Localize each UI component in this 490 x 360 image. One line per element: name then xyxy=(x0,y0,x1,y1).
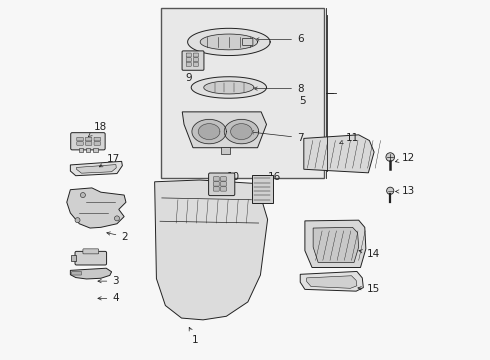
Text: 5: 5 xyxy=(299,96,305,106)
FancyBboxPatch shape xyxy=(220,177,226,181)
Polygon shape xyxy=(182,112,267,148)
Text: 4: 4 xyxy=(98,293,119,303)
FancyBboxPatch shape xyxy=(77,137,83,141)
Circle shape xyxy=(386,153,394,161)
Polygon shape xyxy=(307,276,357,288)
Text: 3: 3 xyxy=(98,276,119,286)
Polygon shape xyxy=(76,165,116,173)
FancyBboxPatch shape xyxy=(186,53,191,57)
FancyBboxPatch shape xyxy=(72,271,81,275)
FancyBboxPatch shape xyxy=(85,137,92,141)
Text: 2: 2 xyxy=(107,232,128,242)
Circle shape xyxy=(387,187,394,194)
FancyBboxPatch shape xyxy=(94,141,100,145)
FancyBboxPatch shape xyxy=(182,51,204,70)
Polygon shape xyxy=(155,180,268,320)
Polygon shape xyxy=(313,227,359,262)
FancyBboxPatch shape xyxy=(71,133,105,150)
FancyBboxPatch shape xyxy=(186,62,191,66)
FancyBboxPatch shape xyxy=(83,249,98,254)
Polygon shape xyxy=(224,120,259,144)
Text: 15: 15 xyxy=(358,284,380,294)
Polygon shape xyxy=(200,34,258,50)
FancyBboxPatch shape xyxy=(85,141,92,145)
Polygon shape xyxy=(192,120,226,144)
Polygon shape xyxy=(191,77,267,98)
Text: 6: 6 xyxy=(256,35,304,44)
Text: 13: 13 xyxy=(395,186,416,197)
Circle shape xyxy=(80,193,85,198)
Polygon shape xyxy=(188,28,270,55)
Polygon shape xyxy=(300,271,364,291)
FancyBboxPatch shape xyxy=(194,62,198,66)
Polygon shape xyxy=(231,124,252,139)
Circle shape xyxy=(75,218,80,223)
Circle shape xyxy=(115,216,120,221)
Text: 17: 17 xyxy=(99,154,120,167)
Bar xyxy=(161,8,324,178)
Text: 18: 18 xyxy=(89,122,107,136)
FancyBboxPatch shape xyxy=(220,187,226,191)
FancyBboxPatch shape xyxy=(77,141,83,145)
Bar xyxy=(71,255,76,261)
FancyBboxPatch shape xyxy=(194,58,198,62)
Polygon shape xyxy=(71,268,112,279)
FancyBboxPatch shape xyxy=(220,182,226,186)
Text: 11: 11 xyxy=(340,133,359,144)
FancyBboxPatch shape xyxy=(252,175,273,203)
FancyBboxPatch shape xyxy=(214,187,219,191)
FancyBboxPatch shape xyxy=(194,53,198,57)
FancyBboxPatch shape xyxy=(214,182,219,186)
Text: 7: 7 xyxy=(250,131,304,143)
Polygon shape xyxy=(204,81,254,94)
FancyBboxPatch shape xyxy=(94,137,100,141)
FancyBboxPatch shape xyxy=(209,173,235,195)
FancyBboxPatch shape xyxy=(214,177,219,181)
Text: 10: 10 xyxy=(223,172,240,184)
Bar xyxy=(79,148,83,152)
Polygon shape xyxy=(304,135,374,173)
Polygon shape xyxy=(71,161,122,176)
Text: 14: 14 xyxy=(359,248,380,258)
Text: 1: 1 xyxy=(189,327,198,345)
Text: 16: 16 xyxy=(265,172,282,183)
Bar xyxy=(221,147,230,154)
Text: 9: 9 xyxy=(186,66,194,83)
Bar xyxy=(86,148,91,152)
FancyBboxPatch shape xyxy=(75,251,107,265)
Polygon shape xyxy=(198,124,220,139)
Polygon shape xyxy=(67,188,126,228)
FancyBboxPatch shape xyxy=(186,58,191,62)
Bar xyxy=(93,148,98,152)
Text: 12: 12 xyxy=(395,153,416,163)
Text: 8: 8 xyxy=(254,84,304,94)
Polygon shape xyxy=(305,220,366,267)
FancyBboxPatch shape xyxy=(243,39,253,45)
